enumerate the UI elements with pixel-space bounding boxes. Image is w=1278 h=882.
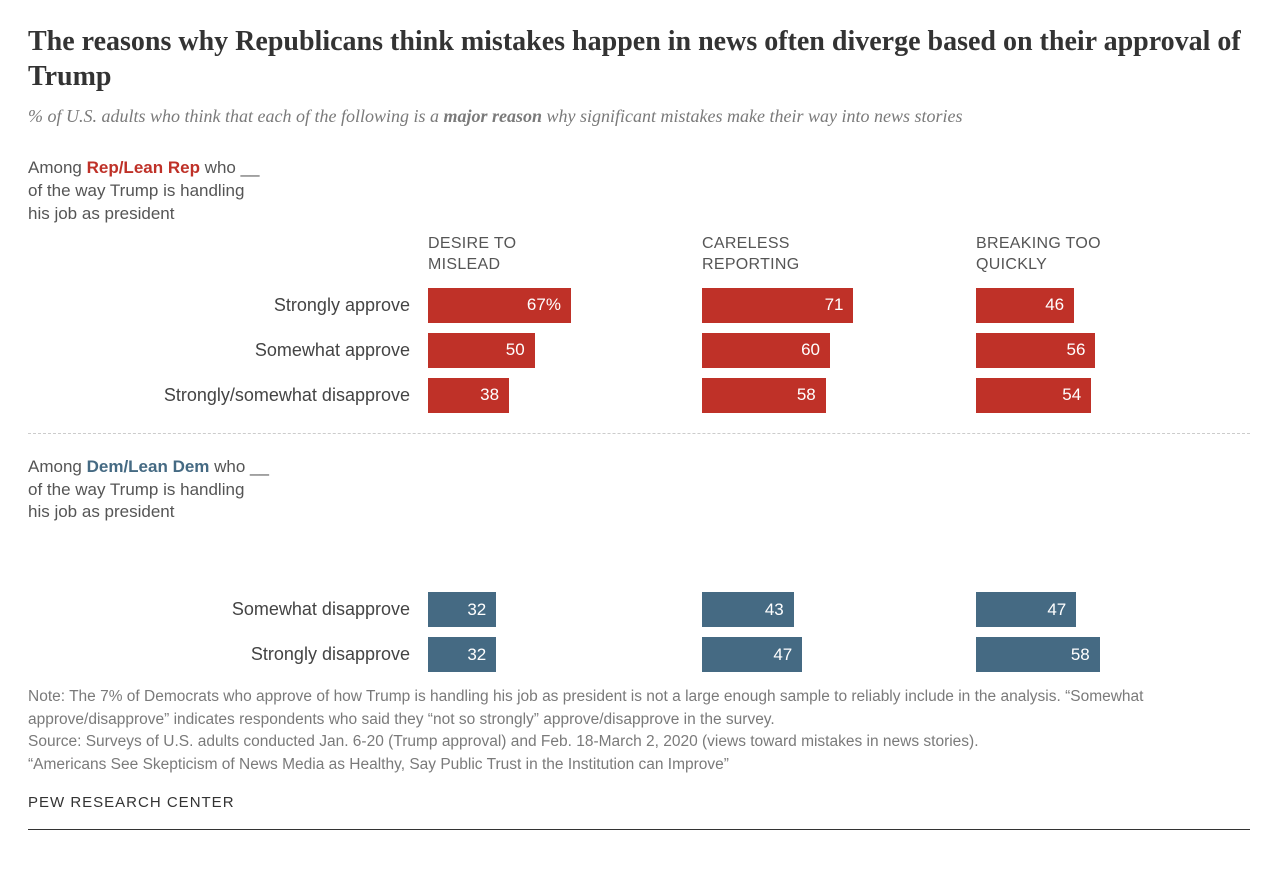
subtitle-bold: major reason	[444, 106, 543, 126]
bar: 56	[976, 333, 1095, 368]
bar-cell: 32	[428, 592, 702, 627]
bar-cell: 32	[428, 637, 702, 672]
bar: 60	[702, 333, 830, 368]
row-label: Somewhat approve	[28, 340, 428, 361]
row-label-spacer	[28, 234, 428, 276]
bar-cell: 47	[702, 637, 976, 672]
bar-cell: 67%	[428, 288, 702, 323]
bar-cell: 60	[702, 333, 976, 368]
chart-title: The reasons why Republicans think mistak…	[28, 24, 1250, 94]
bar-cell: 50	[428, 333, 702, 368]
bar-cell: 56	[976, 333, 1250, 368]
bar: 47	[976, 592, 1076, 627]
group-header-pre: Among	[28, 457, 87, 476]
row-label: Strongly disapprove	[28, 644, 428, 665]
column-header: DESIRE TOMISLEAD	[428, 234, 702, 276]
column-header: CARELESSREPORTING	[702, 234, 976, 276]
chart-area: Among Rep/Lean Rep who __of the way Trum…	[28, 157, 1250, 672]
chart-row: Strongly disapprove32 47 58	[28, 637, 1250, 672]
bar-cell: 58	[976, 637, 1250, 672]
bar: 38	[428, 378, 509, 413]
bar-cell: 58	[702, 378, 976, 413]
footer-attribution: PEW RESEARCH CENTER	[28, 794, 1250, 825]
bar: 58	[976, 637, 1100, 672]
chart-notes: Note: The 7% of Democrats who approve of…	[28, 686, 1250, 776]
bar-cell: 38	[428, 378, 702, 413]
chart-row: Strongly approve67% 71 46	[28, 288, 1250, 323]
bar: 50	[428, 333, 535, 368]
row-label: Strongly/somewhat disapprove	[28, 385, 428, 406]
bar: 71	[702, 288, 853, 323]
group-header-post: who __	[200, 158, 260, 177]
bar-cell: 71	[702, 288, 976, 323]
group-header-line3: his job as president	[28, 204, 174, 223]
note-line: Source: Surveys of U.S. adults conducted…	[28, 731, 1250, 753]
column-headers: DESIRE TOMISLEADCARELESSREPORTINGBREAKIN…	[28, 234, 1250, 276]
vertical-spacer	[28, 532, 1250, 592]
group-header-line2: of the way Trump is handling	[28, 480, 244, 499]
group-header-line3: his job as president	[28, 502, 174, 521]
chart-row: Somewhat disapprove32 43 47	[28, 592, 1250, 627]
bar-cell: 47	[976, 592, 1250, 627]
group-header: Among Dem/Lean Dem who __of the way Trum…	[28, 456, 1250, 525]
bar: 54	[976, 378, 1091, 413]
chart-rows: Strongly approve67%7146Somewhat approve5…	[28, 288, 1250, 413]
bar-cell: 54	[976, 378, 1250, 413]
bottom-rule	[28, 829, 1250, 830]
bar: 67%	[428, 288, 571, 323]
bar: 32	[428, 637, 496, 672]
chart-subtitle: % of U.S. adults who think that each of …	[28, 104, 1250, 129]
bar: 32	[428, 592, 496, 627]
chart-row: Strongly/somewhat disapprove38 58 54	[28, 378, 1250, 413]
group-divider	[28, 433, 1250, 434]
bar: 47	[702, 637, 802, 672]
bar: 43	[702, 592, 794, 627]
column-header: BREAKING TOOQUICKLY	[976, 234, 1250, 276]
note-line: “Americans See Skepticism of News Media …	[28, 754, 1250, 776]
row-label: Somewhat disapprove	[28, 599, 428, 620]
chart-row: Somewhat approve50 60 56	[28, 333, 1250, 368]
chart-rows: Somewhat disapprove324347Strongly disapp…	[28, 592, 1250, 672]
group-header-party: Rep/Lean Rep	[87, 158, 200, 177]
row-label: Strongly approve	[28, 295, 428, 316]
group-header: Among Rep/Lean Rep who __of the way Trum…	[28, 157, 1250, 226]
group-header-party: Dem/Lean Dem	[87, 457, 210, 476]
group-header-post: who __	[209, 457, 269, 476]
group-header-pre: Among	[28, 158, 87, 177]
subtitle-pre: % of U.S. adults who think that each of …	[28, 106, 444, 126]
subtitle-post: why significant mistakes make their way …	[542, 106, 962, 126]
bar: 58	[702, 378, 826, 413]
group-header-line2: of the way Trump is handling	[28, 181, 244, 200]
bar: 46	[976, 288, 1074, 323]
bar-cell: 46	[976, 288, 1250, 323]
note-line: Note: The 7% of Democrats who approve of…	[28, 686, 1250, 731]
bar-cell: 43	[702, 592, 976, 627]
